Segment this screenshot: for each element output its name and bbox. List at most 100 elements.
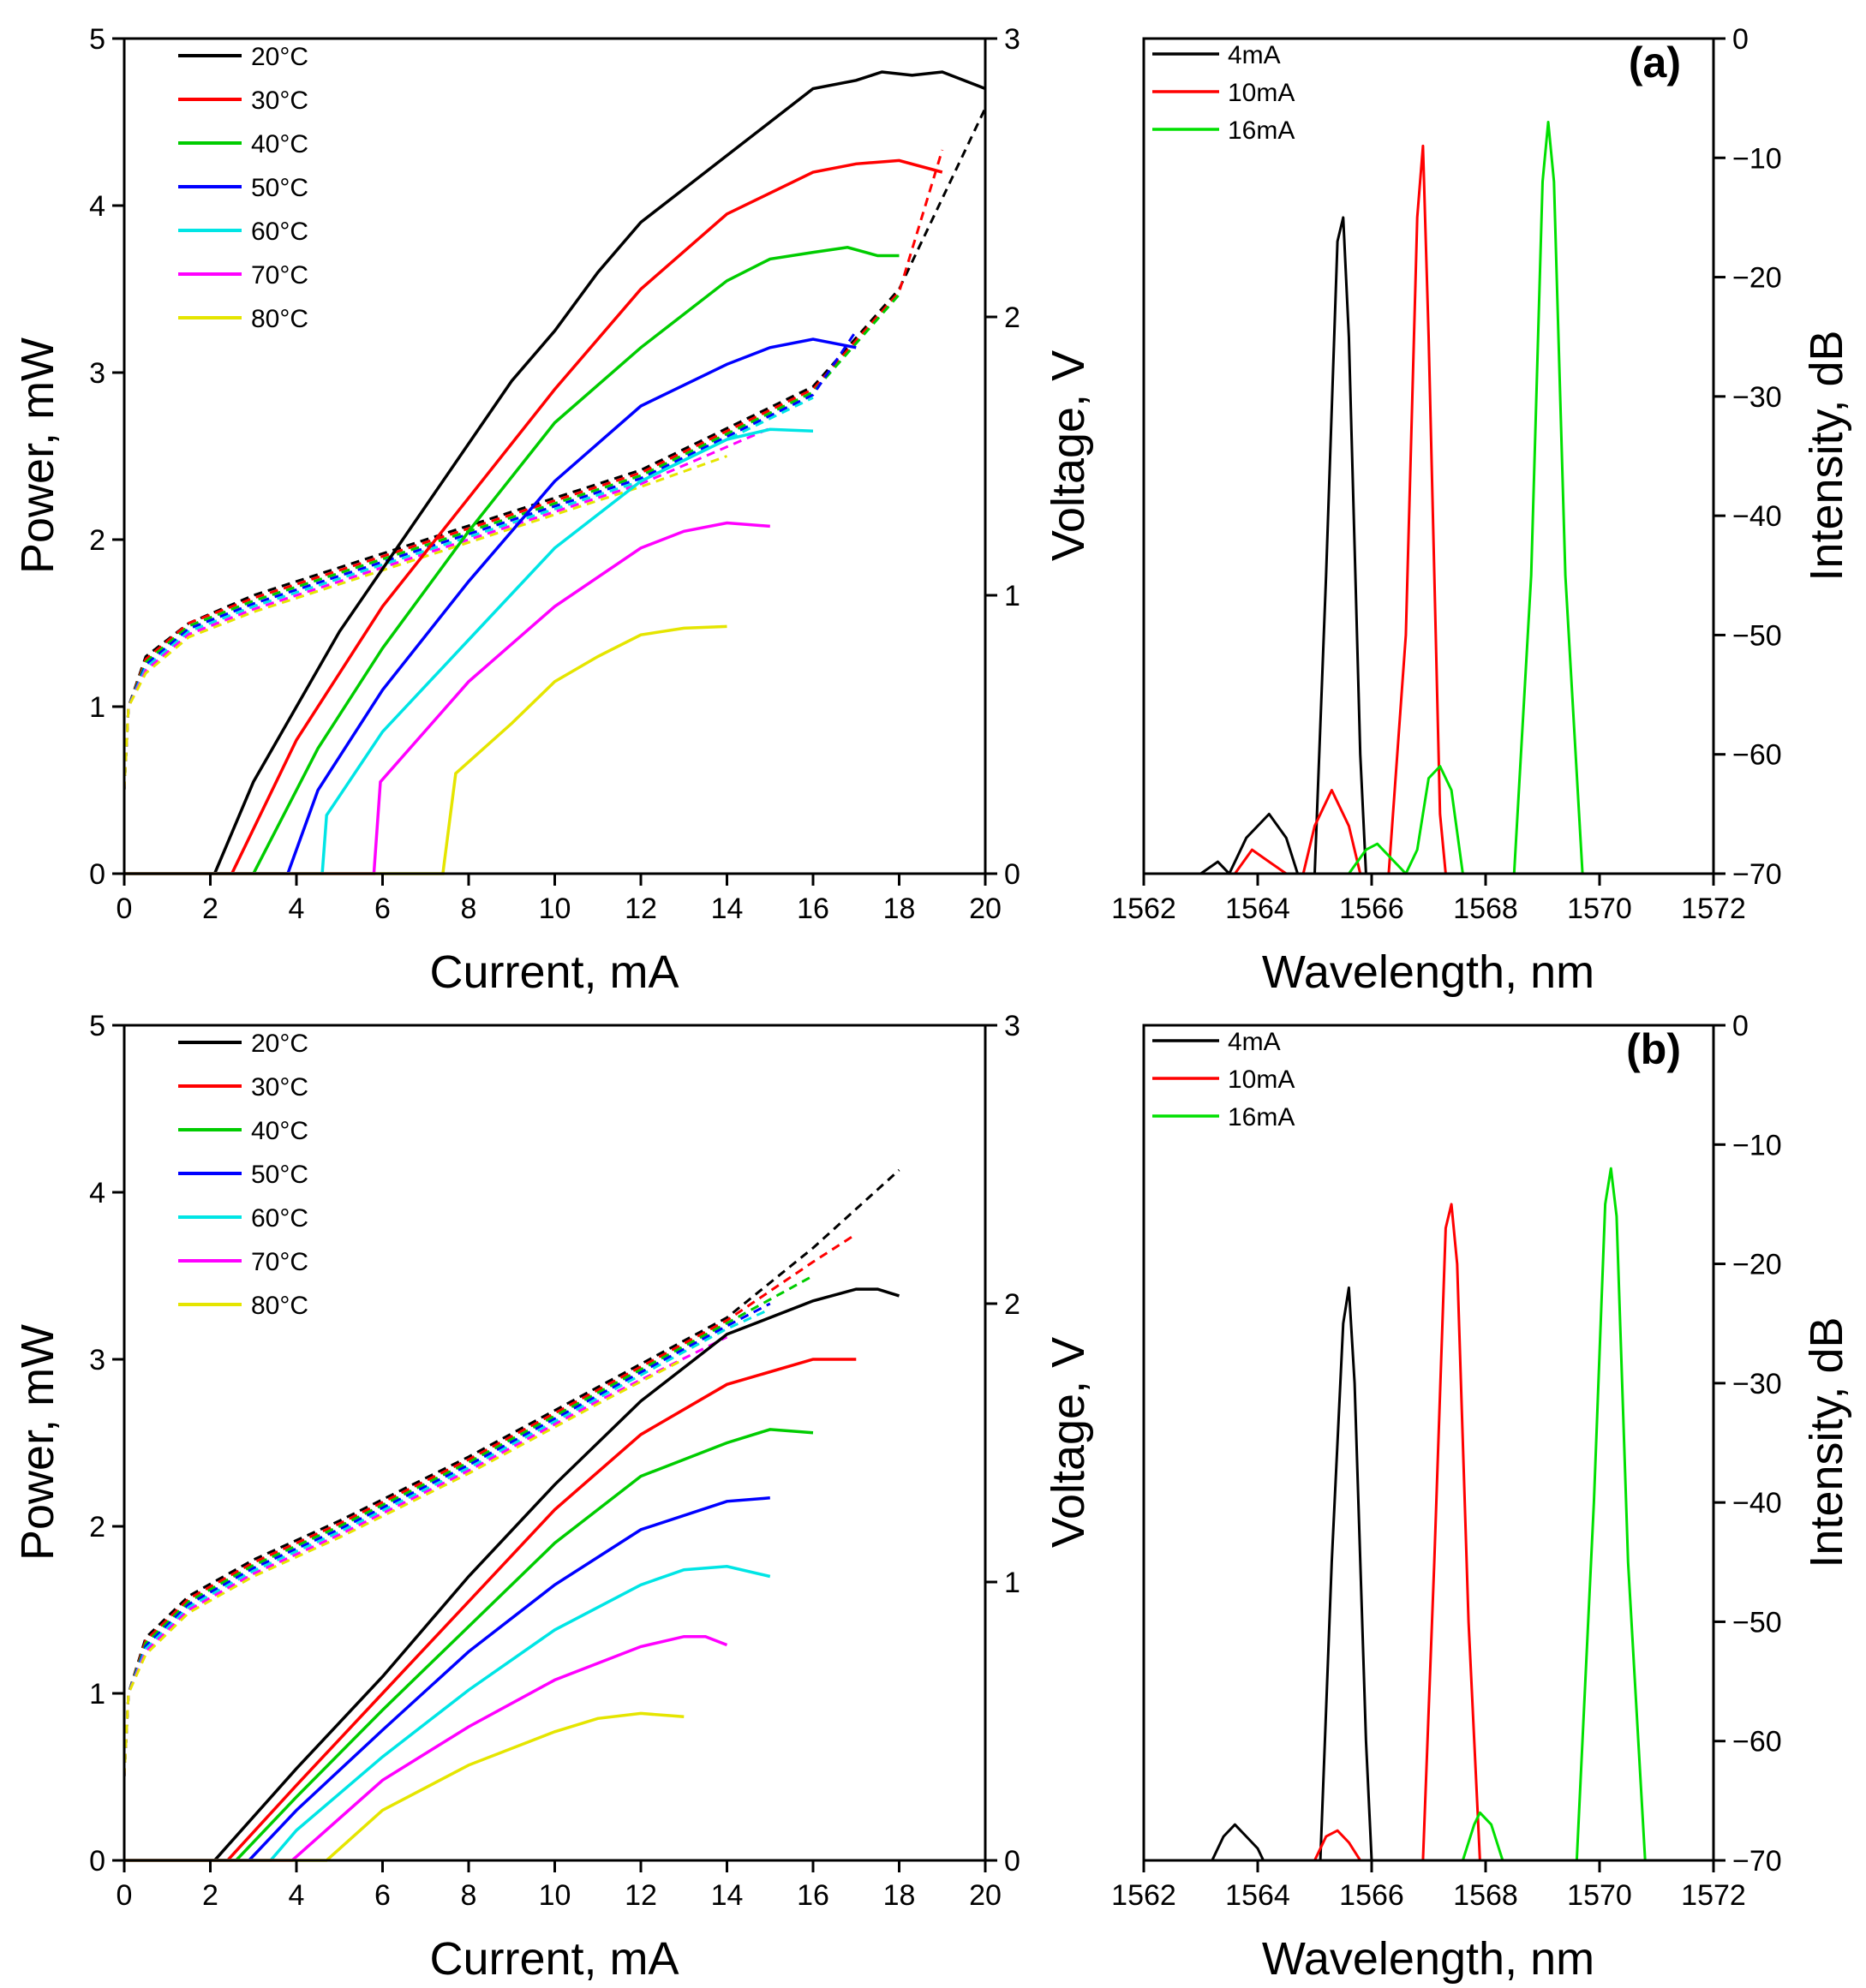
power-line-50c (124, 1496, 770, 1862)
x-tick-label: 6 (374, 1879, 391, 1912)
b-spec-frame (1142, 1024, 1715, 1862)
y-tick-label: 0 (89, 858, 105, 891)
x-tick-label: 14 (711, 1879, 744, 1912)
a-liv-y-label: Power, mW (12, 337, 63, 574)
x-tick-label: 1572 (1681, 893, 1746, 925)
x-tick-label: 1568 (1453, 1879, 1518, 1912)
chart-b-spec: 1562 1564 1566 1568 1570 1572 0 −10 −20 −30 −40 −5… (1111, 1010, 1852, 1985)
b-liv-legend: 20°C 30°C 40°C 50°C 60°C 70°C 80°C (178, 1030, 308, 1320)
legend-label-16ma: 16mA (1228, 116, 1295, 145)
power-line-20c (124, 1287, 900, 1862)
a-liv-y-ticks: 0 1 2 3 4 5 (89, 23, 124, 891)
x-tick-label: 12 (625, 1879, 657, 1912)
x-tick-label: 1566 (1339, 1879, 1404, 1912)
spectrum-line-16ma (1348, 121, 1584, 875)
a-spec-panel-label: (a) (1629, 39, 1681, 87)
power-line-40c (124, 1428, 814, 1862)
a-spec-y-ticks: 0 −10 −20 −30 −40 −50 −60 −70 (1713, 23, 1782, 891)
y-tick-label: −40 (1732, 1487, 1782, 1519)
b-liv-y2-ticks: 0 1 2 3 (985, 1010, 1020, 1878)
x-tick-label: 0 (117, 893, 133, 925)
legend-label-60c: 60°C (251, 218, 308, 246)
y-tick-label: 0 (89, 1845, 105, 1878)
legend-label-50c: 50°C (251, 1161, 308, 1189)
legend-label-50c: 50°C (251, 174, 308, 202)
y-tick-label: −30 (1732, 381, 1782, 414)
b-liv-y-ticks: 0 1 2 3 4 5 (89, 1010, 124, 1878)
a-spec-frame (1142, 37, 1715, 875)
y2-tick-label: 3 (1004, 23, 1020, 56)
a-liv-y2-ticks: 0 1 2 3 (985, 23, 1020, 891)
a-liv-x-label: Current, mA (429, 946, 679, 998)
y-tick-label: 4 (89, 190, 105, 223)
b-spec-y-ticks: 0 −10 −20 −30 −40 −50 −60 −70 (1713, 1010, 1782, 1878)
x-tick-label: 10 (539, 1879, 571, 1912)
voltage-line-50c (123, 330, 858, 791)
b-liv-x-ticks: 0 2 4 6 8 10 12 14 16 18 20 (117, 1860, 1002, 1912)
b-liv-y2-label: Voltage, V (1043, 1337, 1094, 1548)
y-tick-label: 0 (1732, 1010, 1749, 1042)
x-tick-label: 6 (374, 893, 391, 925)
y-tick-label: 5 (89, 1010, 105, 1042)
x-tick-label: 10 (539, 893, 571, 925)
power-line-20c (124, 70, 986, 875)
x-tick-label: 1568 (1453, 893, 1518, 925)
power-line-40c (124, 246, 900, 875)
voltage-line-40c (123, 1275, 814, 1777)
y-tick-label: −40 (1732, 500, 1782, 533)
legend-label-30c: 30°C (251, 87, 308, 115)
legend-label-80c: 80°C (251, 1292, 308, 1320)
power-line-80c (124, 1711, 685, 1862)
b-spec-panel-label: (b) (1626, 1025, 1681, 1073)
legend-label-40c: 40°C (251, 130, 308, 158)
voltage-line-80c (123, 1358, 685, 1777)
x-tick-label: 1570 (1567, 1879, 1632, 1912)
spectrum-line-4ma (1211, 1286, 1373, 1862)
voltage-line-20c (123, 107, 987, 791)
y-tick-label: −50 (1732, 1606, 1782, 1639)
y2-tick-label: 2 (1004, 1288, 1020, 1321)
x-tick-label: 14 (711, 893, 744, 925)
x-tick-label: 4 (289, 893, 305, 925)
a-spec-plot-area (1199, 121, 1584, 875)
x-tick-label: 20 (969, 893, 1002, 925)
power-line-80c (124, 624, 727, 875)
power-line-70c (124, 521, 770, 875)
y-tick-label: 5 (89, 23, 105, 56)
legend-label-10ma: 10mA (1228, 1066, 1295, 1094)
x-tick-label: 8 (461, 1879, 477, 1912)
legend-label-20c: 20°C (251, 1030, 308, 1058)
x-tick-label: 1564 (1225, 893, 1290, 925)
y-tick-label: 3 (89, 357, 105, 390)
a-liv-legend: 20°C 30°C 40°C 50°C 60°C 70°C 80°C (178, 43, 308, 333)
a-liv-y2-label: Voltage, V (1043, 350, 1094, 561)
spectrum-line-10ma (1313, 1203, 1481, 1862)
y2-tick-label: 1 (1004, 1567, 1020, 1599)
power-line-30c (124, 1358, 857, 1862)
y-tick-label: 1 (89, 1678, 105, 1710)
spectrum-line-4ma (1199, 216, 1367, 875)
a-spec-y-label: Intensity, dB (1801, 330, 1852, 581)
y2-tick-label: 2 (1004, 301, 1020, 334)
y-tick-label: 1 (89, 691, 105, 724)
x-tick-label: 1570 (1567, 893, 1632, 925)
x-tick-label: 1572 (1681, 1879, 1746, 1912)
y-tick-label: 2 (89, 1511, 105, 1543)
y-tick-label: −20 (1732, 1249, 1782, 1281)
y-tick-label: 2 (89, 524, 105, 557)
power-line-60c (124, 427, 814, 875)
legend-label-4ma: 4mA (1228, 1028, 1281, 1056)
y-tick-label: −70 (1732, 1845, 1782, 1878)
y-tick-label: −70 (1732, 858, 1782, 891)
y-tick-label: 0 (1732, 23, 1749, 56)
y-tick-label: −20 (1732, 262, 1782, 295)
x-tick-label: 1562 (1111, 893, 1176, 925)
x-tick-label: 20 (969, 1879, 1002, 1912)
a-spec-legend: 4mA 10mA 16mA (1152, 41, 1295, 145)
legend-label-10ma: 10mA (1228, 79, 1295, 107)
power-line-60c (124, 1565, 771, 1862)
y-tick-label: −10 (1732, 142, 1782, 175)
b-spec-plot-area (1211, 1167, 1647, 1862)
